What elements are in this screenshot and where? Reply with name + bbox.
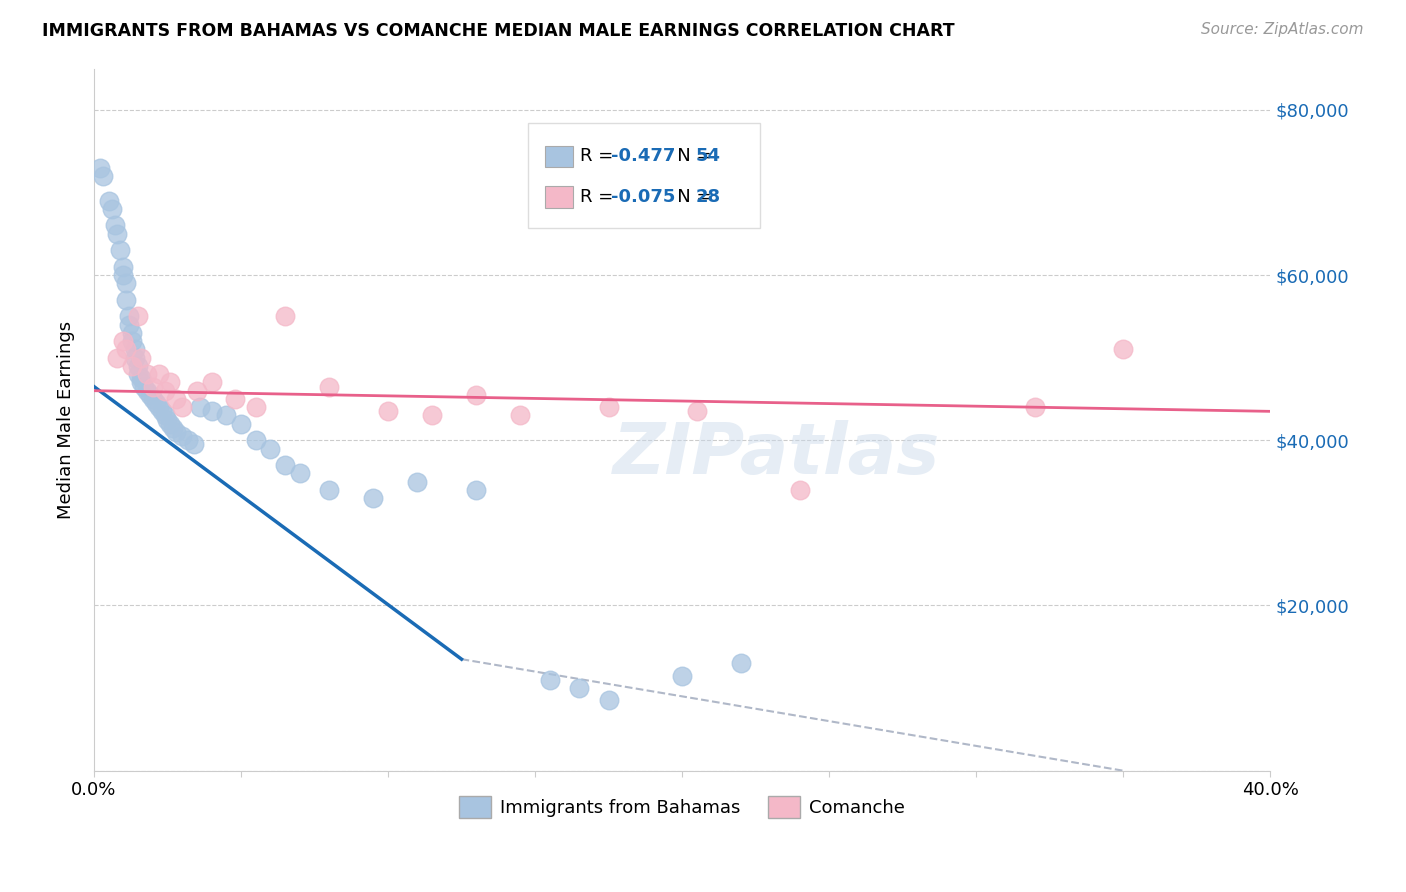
Point	[1112, 343, 1135, 357]
Point	[598, 693, 620, 707]
Point	[132, 379, 155, 393]
Point	[153, 384, 176, 398]
Point	[121, 334, 143, 348]
Point	[245, 401, 267, 415]
Point	[127, 310, 149, 324]
Point	[124, 343, 146, 357]
Point	[110, 244, 132, 258]
Point	[112, 260, 135, 274]
Text: 54: 54	[696, 147, 721, 166]
Point	[159, 417, 181, 431]
Point	[162, 421, 184, 435]
Point	[406, 475, 429, 489]
Point	[318, 483, 340, 497]
Point	[100, 202, 122, 216]
Point	[363, 491, 385, 505]
Point	[148, 401, 170, 415]
Point	[224, 392, 246, 406]
Point	[274, 458, 297, 472]
Point	[215, 409, 238, 423]
Point	[465, 483, 488, 497]
Point	[259, 442, 281, 456]
Point	[420, 409, 443, 423]
Point	[139, 388, 162, 402]
Point	[148, 367, 170, 381]
Text: 28: 28	[696, 188, 721, 206]
Point	[135, 384, 157, 398]
Point	[186, 384, 208, 398]
Text: N =: N =	[661, 188, 717, 206]
Text: -0.075: -0.075	[612, 188, 676, 206]
Point	[153, 409, 176, 423]
Point	[91, 169, 114, 183]
Point	[686, 404, 709, 418]
Point	[538, 673, 561, 687]
Point	[598, 401, 620, 415]
Point	[89, 161, 111, 175]
Point	[159, 376, 181, 390]
Point	[671, 669, 693, 683]
Point	[318, 379, 340, 393]
Point	[730, 657, 752, 671]
Point	[568, 681, 591, 695]
Text: IMMIGRANTS FROM BAHAMAS VS COMANCHE MEDIAN MALE EARNINGS CORRELATION CHART: IMMIGRANTS FROM BAHAMAS VS COMANCHE MEDI…	[42, 22, 955, 40]
Point	[142, 392, 165, 406]
Point	[165, 425, 187, 439]
Point	[107, 351, 129, 365]
Point	[465, 388, 488, 402]
Point	[121, 326, 143, 340]
Text: Source: ZipAtlas.com: Source: ZipAtlas.com	[1201, 22, 1364, 37]
Point	[509, 409, 531, 423]
Text: N =: N =	[661, 147, 717, 166]
Point	[177, 434, 200, 448]
Point	[200, 376, 222, 390]
Point	[115, 343, 138, 357]
Point	[150, 404, 173, 418]
Point	[288, 467, 311, 481]
Point	[112, 334, 135, 348]
Text: -0.477: -0.477	[612, 147, 676, 166]
Point	[200, 404, 222, 418]
Text: R =: R =	[581, 188, 619, 206]
Point	[118, 310, 141, 324]
Point	[97, 194, 120, 208]
Point	[107, 227, 129, 241]
Point	[274, 310, 297, 324]
Y-axis label: Median Male Earnings: Median Male Earnings	[58, 320, 75, 518]
Point	[172, 401, 194, 415]
Point	[142, 379, 165, 393]
Point	[118, 318, 141, 332]
Point	[115, 293, 138, 307]
Point	[188, 401, 211, 415]
Point	[127, 359, 149, 373]
Point	[112, 268, 135, 282]
Point	[156, 412, 179, 426]
Point	[145, 396, 167, 410]
Point	[789, 483, 811, 497]
Point	[124, 351, 146, 365]
Legend: Immigrants from Bahamas, Comanche: Immigrants from Bahamas, Comanche	[451, 789, 912, 825]
Point	[129, 376, 152, 390]
Point	[245, 434, 267, 448]
Point	[103, 219, 125, 233]
Point	[1024, 401, 1046, 415]
Point	[172, 429, 194, 443]
Point	[377, 404, 399, 418]
Point	[129, 371, 152, 385]
Point	[183, 437, 205, 451]
Point	[135, 367, 157, 381]
Text: R =: R =	[581, 147, 619, 166]
Point	[115, 277, 138, 291]
Point	[165, 392, 187, 406]
Point	[129, 351, 152, 365]
Text: ZIPatlas: ZIPatlas	[613, 420, 939, 489]
Point	[229, 417, 252, 431]
Point	[121, 359, 143, 373]
Point	[127, 367, 149, 381]
